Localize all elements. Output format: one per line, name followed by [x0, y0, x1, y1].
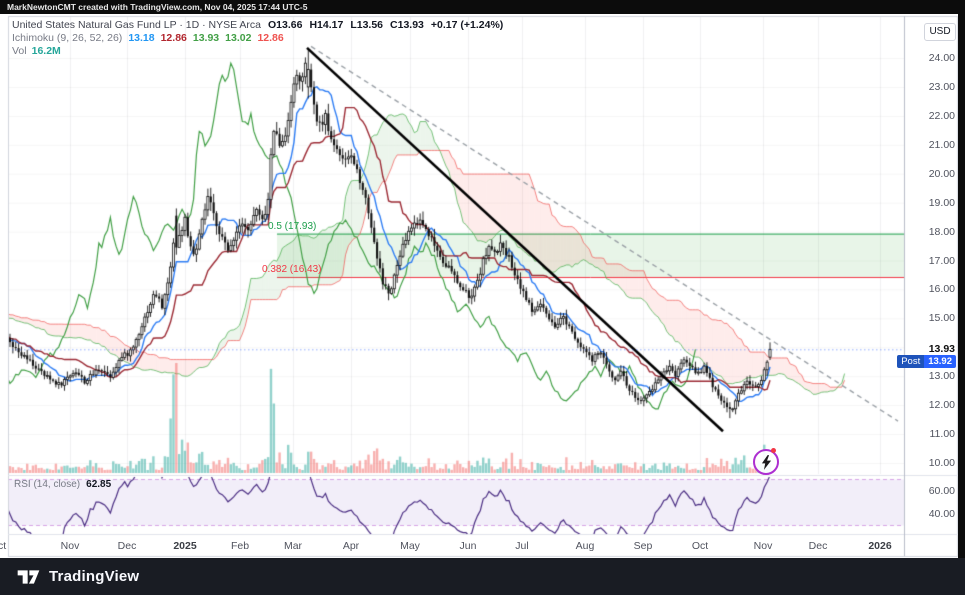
fib-level-label-0.382[interactable]: 0.382 (16.43): [262, 264, 322, 275]
post-price-value: 13.92: [924, 355, 956, 369]
rsi-tick-label: 40.00: [928, 508, 955, 520]
time-axis-month-label: Oct: [0, 540, 7, 552]
price-axis[interactable]: USD 24.00 23.00 22.00 21.00 20.00 19.00 18.00 1…: [897, 16, 958, 556]
price-tick-label: 21.00: [928, 138, 955, 151]
ichimoku-value: 12.86: [257, 32, 284, 44]
price-tick-label: 13.00: [928, 370, 955, 383]
time-axis-month-label: Jul: [515, 540, 529, 552]
price-tick-label: 23.00: [928, 80, 955, 93]
time-axis-month-label: Jun: [459, 540, 477, 552]
volume-legend-row[interactable]: Vol 16.2M: [12, 45, 503, 58]
price-tick-label: 24.00: [928, 52, 955, 64]
right-margin-strip: [958, 14, 965, 558]
post-market-price-label: Post 13.92: [897, 355, 956, 369]
symbol-title: United States Natural Gas Fund LP · 1D ·…: [12, 19, 262, 31]
ohlc-segment: L13.56: [350, 19, 384, 31]
price-change: +0.17 (+1.24%): [430, 19, 504, 31]
price-tick-label: 18.00: [928, 225, 955, 238]
ohlc-segment: C13.93: [390, 19, 424, 31]
price-tick-label: 17.00: [928, 254, 955, 267]
volume-value: 16.2M: [31, 45, 61, 57]
price-tick-label: 10.00: [928, 457, 955, 469]
ichimoku-label: Ichimoku (9, 26, 52, 26): [12, 32, 123, 44]
post-badge: Post: [897, 355, 925, 369]
time-axis-month-label: Nov: [60, 540, 80, 552]
volume-label: Vol: [12, 45, 27, 57]
notification-dot: [771, 448, 776, 453]
fib-level-label-0.5[interactable]: 0.5 (17.93): [268, 221, 317, 232]
symbol-legend-row[interactable]: United States Natural Gas Fund LP · 1D ·…: [12, 19, 503, 32]
ichimoku-values: 13.18 12.86 13.93 13.02 12.86: [122, 32, 283, 44]
time-axis-month-label: May: [400, 540, 420, 552]
time-axis-month-label: Dec: [808, 540, 828, 552]
time-axis[interactable]: Oct Nov Dec 2025 Feb Mar Apr May Jun Jul Aug Sep Oct…: [0, 539, 904, 555]
price-tick-label: 15.00: [928, 312, 955, 325]
symbol-legend: United States Natural Gas Fund LP · 1D ·…: [12, 19, 503, 58]
ohlc-segment: O13.66: [268, 19, 303, 31]
attribution-bar: MarkNewtonCMT created with TradingView.c…: [0, 0, 965, 14]
time-axis-month-label: Dec: [117, 540, 137, 552]
time-axis-month-label: Aug: [575, 540, 595, 552]
attribution-text: MarkNewtonCMT created with TradingView.c…: [7, 2, 308, 12]
time-axis-month-label: Sep: [633, 540, 653, 552]
ichimoku-value: 13.93: [192, 32, 220, 44]
rsi-legend-row[interactable]: RSI (14, close) 62.85: [14, 479, 111, 490]
price-tick-label: 11.00: [929, 428, 956, 441]
current-price-label: 13.93: [928, 343, 955, 356]
price-tick-label: 20.00: [928, 167, 955, 180]
time-axis-month-label: Feb: [230, 540, 250, 552]
ohlc-values: O13.66 H14.17 L13.56 C13.93: [261, 19, 424, 31]
tradingview-logo-icon: [17, 569, 40, 584]
brand-footer: TradingView: [0, 558, 965, 595]
ichimoku-legend-row[interactable]: Ichimoku (9, 26, 52, 26) 13.18 12.86 13.93 1…: [12, 32, 503, 45]
time-axis-month-label: Apr: [342, 540, 360, 552]
price-tick-label: 16.00: [928, 283, 955, 296]
time-axis-year-label: 2026: [868, 540, 892, 552]
price-tick-label: 22.00: [928, 109, 955, 122]
currency-unit-badge[interactable]: USD: [924, 23, 956, 41]
price-tick-label: 12.00: [928, 399, 955, 412]
ichimoku-value: 13.02: [225, 32, 252, 44]
brand-name: TradingView: [49, 568, 140, 585]
ichimoku-value: 13.18: [128, 32, 155, 44]
ohlc-segment: H14.17: [309, 19, 344, 31]
time-axis-month-label: Oct: [691, 540, 709, 552]
rsi-label: RSI (14, close): [14, 479, 81, 490]
time-axis-month-label: Nov: [753, 540, 773, 552]
time-axis-month-label: Mar: [283, 540, 303, 552]
quick-action-lightning-button[interactable]: [753, 449, 779, 475]
price-tick-label: 19.00: [928, 196, 955, 209]
time-axis-year-label: 2025: [173, 540, 197, 552]
ichimoku-value: 12.86: [160, 32, 187, 44]
lightning-bolt-icon: [761, 454, 771, 470]
rsi-tick-label: 60.00: [928, 485, 955, 497]
rsi-value: 62.85: [86, 479, 112, 490]
